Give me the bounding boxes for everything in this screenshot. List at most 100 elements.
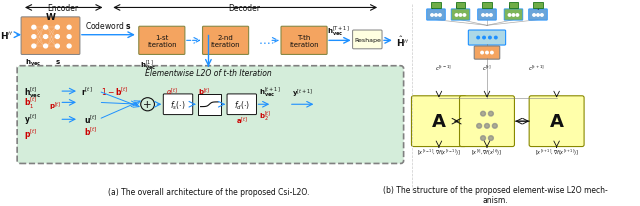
Text: 1-st
iteration: 1-st iteration <box>147 35 177 48</box>
Circle shape <box>435 15 437 17</box>
Text: $1-\mathbf{b}^{[\mathit{t}]}$: $1-\mathbf{b}^{[\mathit{t}]}$ <box>100 85 128 98</box>
FancyBboxPatch shape <box>412 96 467 147</box>
Text: $\mathbf{b}^{[\mathit{t}]}$: $\mathbf{b}^{[\mathit{t}]}$ <box>198 85 211 96</box>
Circle shape <box>67 45 71 49</box>
FancyBboxPatch shape <box>504 10 523 21</box>
FancyBboxPatch shape <box>227 95 257 115</box>
Text: $\mathbf{H}^{\prime\prime}$: $\mathbf{H}^{\prime\prime}$ <box>0 30 13 41</box>
Circle shape <box>477 37 479 40</box>
Text: $[x^{[t-1]}, \nabla f(x^{[t-1]})]$: $[x^{[t-1]}, \nabla f(x^{[t-1]})]$ <box>417 147 461 157</box>
Circle shape <box>67 36 71 39</box>
Text: (a) The overall architecture of the proposed Csi-L2O.: (a) The overall architecture of the prop… <box>108 187 309 196</box>
FancyBboxPatch shape <box>460 96 515 147</box>
Circle shape <box>512 15 515 17</box>
Text: Elementwise L2O of t-th Iteration: Elementwise L2O of t-th Iteration <box>145 68 272 77</box>
Text: $\mathbf{p}^{[\mathit{t}]}$: $\mathbf{p}^{[\mathit{t}]}$ <box>24 126 37 141</box>
Circle shape <box>431 15 433 17</box>
FancyBboxPatch shape <box>468 31 506 46</box>
Text: Decoder: Decoder <box>228 4 260 13</box>
FancyBboxPatch shape <box>21 18 80 55</box>
Text: $\mathbf{p}^{[\mathit{t}]}$: $\mathbf{p}^{[\mathit{t}]}$ <box>49 99 61 111</box>
Circle shape <box>516 15 518 17</box>
Circle shape <box>463 15 466 17</box>
Circle shape <box>481 52 483 55</box>
Circle shape <box>486 52 488 55</box>
FancyBboxPatch shape <box>202 27 248 55</box>
Text: $f_s(\cdot)$: $f_s(\cdot)$ <box>170 98 186 111</box>
Text: $\hat{\mathbf{H}}^{\prime\prime}$: $\hat{\mathbf{H}}^{\prime\prime}$ <box>396 34 409 48</box>
Circle shape <box>67 26 71 30</box>
FancyBboxPatch shape <box>198 95 221 115</box>
Text: $\mathbf{h}_{\mathbf{vec}}$: $\mathbf{h}_{\mathbf{vec}}$ <box>25 58 41 68</box>
Circle shape <box>477 124 481 129</box>
Circle shape <box>490 15 492 17</box>
Circle shape <box>484 124 490 129</box>
Text: $\mathbf{b}_1^{[\mathit{t}]}$: $\mathbf{b}_1^{[\mathit{t}]}$ <box>24 95 37 111</box>
FancyBboxPatch shape <box>281 27 327 55</box>
Circle shape <box>32 45 36 49</box>
Text: $[x^{[t+1]}, \nabla f(x^{[t+1]})]$: $[x^{[t+1]}, \nabla f(x^{[t+1]})]$ <box>534 147 579 157</box>
Circle shape <box>532 15 535 17</box>
FancyBboxPatch shape <box>427 10 445 21</box>
Circle shape <box>32 36 36 39</box>
Text: A: A <box>432 113 446 131</box>
Bar <box>431 3 441 9</box>
Text: $\mathbf{y}^{[\mathit{t}]}$: $\mathbf{y}^{[\mathit{t}]}$ <box>24 112 37 127</box>
Circle shape <box>44 26 47 30</box>
Circle shape <box>482 15 484 17</box>
Text: $\mathbf{a}^{[\mathit{t}]}$: $\mathbf{a}^{[\mathit{t}]}$ <box>236 114 248 125</box>
FancyBboxPatch shape <box>529 96 584 147</box>
Bar <box>509 3 518 9</box>
Text: $\mathbf{r}^{[\mathit{t}]}$: $\mathbf{r}^{[\mathit{t}]}$ <box>81 85 93 98</box>
Text: $f_d(\cdot)$: $f_d(\cdot)$ <box>234 98 250 111</box>
Text: $\mathbf{y}^{[\mathit{t}+1]}$: $\mathbf{y}^{[\mathit{t}+1]}$ <box>292 86 313 98</box>
Circle shape <box>460 15 462 17</box>
Text: Codeword $\mathbf{s}$: Codeword $\mathbf{s}$ <box>85 20 132 31</box>
Text: T-th
iteration: T-th iteration <box>289 35 319 48</box>
Circle shape <box>488 136 493 141</box>
Text: $b_1^{[t]}$: $b_1^{[t]}$ <box>533 2 543 13</box>
Circle shape <box>481 112 486 116</box>
Bar <box>533 3 543 9</box>
Circle shape <box>537 15 540 17</box>
Text: $\mathbf{h}_{\mathbf{vec}}^{[\mathit{t}]}$: $\mathbf{h}_{\mathbf{vec}}^{[\mathit{t}]… <box>24 84 42 99</box>
Circle shape <box>483 37 485 40</box>
Text: Reshape: Reshape <box>354 38 381 43</box>
FancyBboxPatch shape <box>451 10 470 21</box>
Text: $c^{[t+1]}$: $c^{[t+1]}$ <box>527 64 545 73</box>
Text: (b) The structure of the proposed element-wise L2O mech-
anism.: (b) The structure of the proposed elemen… <box>383 185 608 205</box>
Text: $[x^{[t]}, \nabla f(x^{[t]})]$: $[x^{[t]}, \nabla f(x^{[t]})]$ <box>472 147 502 157</box>
Circle shape <box>44 45 47 49</box>
Circle shape <box>492 124 497 129</box>
Text: $\mathbf{W}$: $\mathbf{W}$ <box>45 11 56 22</box>
Circle shape <box>486 15 488 17</box>
Circle shape <box>541 15 543 17</box>
Text: Encoder: Encoder <box>48 4 79 13</box>
Circle shape <box>481 136 486 141</box>
Circle shape <box>488 112 493 116</box>
Text: A: A <box>550 113 564 131</box>
Circle shape <box>56 36 60 39</box>
Text: $\mathbf{b}^{[\mathit{t}]}$: $\mathbf{b}^{[\mathit{t}]}$ <box>84 125 97 137</box>
Circle shape <box>56 26 60 30</box>
Text: 2-nd
iteration: 2-nd iteration <box>211 35 241 48</box>
Text: $a^{[t]}$: $a^{[t]}$ <box>482 2 492 11</box>
Bar <box>482 3 492 9</box>
Text: $\mathbf{s}$: $\mathbf{s}$ <box>56 58 61 66</box>
FancyBboxPatch shape <box>139 27 185 55</box>
FancyBboxPatch shape <box>474 47 500 60</box>
Circle shape <box>508 15 511 17</box>
Text: +: + <box>143 100 152 110</box>
Text: $\alpha^{[\mathit{t}]}$: $\alpha^{[\mathit{t}]}$ <box>166 85 179 96</box>
Circle shape <box>495 37 497 40</box>
FancyBboxPatch shape <box>477 10 496 21</box>
Circle shape <box>44 36 47 39</box>
Circle shape <box>491 52 493 55</box>
Text: $\cdots$: $\cdots$ <box>258 35 271 48</box>
Text: $\mathbf{b}_2^{[\mathit{t}]}$: $\mathbf{b}_2^{[\mathit{t}]}$ <box>259 109 272 122</box>
Text: $\mathbf{h}_{\mathbf{vec}}^{[T+1]}$: $\mathbf{h}_{\mathbf{vec}}^{[T+1]}$ <box>327 24 349 37</box>
Circle shape <box>56 45 60 49</box>
Text: $b^{[t]}$: $b^{[t]}$ <box>456 2 465 11</box>
FancyBboxPatch shape <box>17 66 404 164</box>
FancyBboxPatch shape <box>163 95 193 115</box>
